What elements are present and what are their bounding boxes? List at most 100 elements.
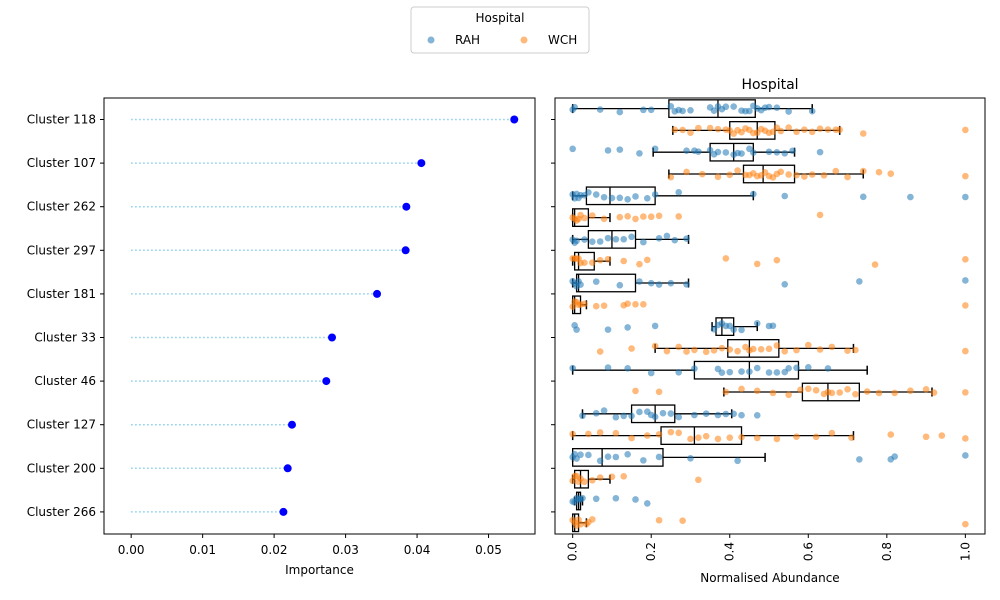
x-tick-label: 0.02 [261, 543, 288, 557]
data-point [579, 412, 586, 420]
points-cluster-33-rah [571, 320, 777, 334]
data-point [643, 256, 651, 264]
data-point [604, 234, 612, 242]
data-point [765, 148, 773, 156]
data-point [651, 413, 659, 421]
data-point [651, 322, 659, 330]
data-point [675, 413, 682, 421]
data-point [824, 365, 832, 372]
lollipop-cluster-297 [131, 246, 410, 255]
data-point [863, 388, 871, 395]
data-point [785, 108, 792, 115]
data-point [604, 453, 612, 461]
data-point [828, 343, 836, 351]
data-point [781, 280, 789, 288]
data-point [596, 429, 604, 436]
importance-axes-frame [103, 97, 536, 535]
data-point [793, 171, 800, 179]
data-point [675, 343, 682, 351]
data-point [738, 368, 745, 375]
data-point [581, 259, 588, 266]
data-point [738, 411, 745, 419]
data-point [962, 302, 969, 309]
data-point [651, 342, 659, 350]
data-point [785, 124, 792, 131]
y-tick-label: Cluster 200 [27, 461, 96, 475]
legend: Hospital RAH WCH [410, 6, 590, 54]
data-point [604, 147, 612, 154]
data-point [824, 126, 832, 133]
data-point [738, 433, 745, 441]
data-point [632, 215, 639, 223]
data-point [651, 145, 659, 153]
data-point [938, 432, 946, 439]
data-point [734, 167, 741, 174]
points-cluster-297-wch [569, 255, 969, 268]
data-point [640, 213, 647, 220]
data-point [640, 457, 647, 464]
data-point [628, 434, 635, 442]
data-point [793, 433, 800, 440]
abundance-chart: Hospital 0.0 0.2 0.4 0.6 0.8 1.0 Normalised A… [551, 77, 986, 585]
data-point [640, 238, 647, 246]
data-point [726, 368, 734, 376]
data-point [722, 410, 730, 418]
data-point [569, 145, 576, 153]
points-cluster-107-wch [667, 167, 969, 181]
data-point [640, 106, 647, 114]
data-point [616, 146, 624, 153]
data-point [585, 430, 592, 438]
importance-x-ticks: 0.00 0.01 0.02 0.03 0.04 0.05 [118, 534, 502, 557]
data-point [738, 326, 745, 334]
points-cluster-200-rah [569, 450, 969, 465]
data-point [667, 103, 675, 110]
data-point [640, 301, 647, 308]
data-point [663, 347, 671, 355]
data-point [785, 364, 792, 372]
data-point [962, 193, 969, 201]
data-point [675, 429, 682, 437]
lollipop-marker [510, 115, 519, 124]
y-tick-label: Cluster 118 [27, 113, 96, 127]
data-point [616, 213, 624, 221]
data-point [789, 147, 796, 155]
lollipop-marker [373, 289, 382, 298]
legend-label-rah: RAH [455, 33, 480, 47]
points-cluster-266-wch [569, 516, 969, 530]
data-point [679, 517, 686, 524]
data-point [785, 171, 792, 178]
data-point [871, 261, 879, 268]
data-point [577, 281, 584, 288]
lollipop-cluster-262 [131, 202, 411, 211]
data-point [604, 364, 612, 371]
points-cluster-46-wch [632, 385, 969, 399]
data-point [773, 435, 781, 443]
data-point [589, 212, 596, 219]
data-point [691, 346, 698, 354]
data-point [730, 103, 737, 110]
data-point [738, 385, 745, 393]
data-point [671, 236, 679, 244]
data-point [726, 346, 734, 353]
data-point [836, 126, 844, 134]
data-point [655, 235, 663, 242]
data-point [746, 368, 753, 375]
data-point [753, 412, 761, 419]
data-point [773, 256, 781, 264]
data-point [962, 452, 969, 459]
data-point [750, 149, 757, 156]
data-point [604, 255, 612, 263]
data-point [632, 387, 639, 395]
legend-title: Hospital [476, 11, 525, 25]
data-point [962, 389, 969, 396]
data-point [695, 148, 702, 155]
data-point [647, 106, 655, 114]
data-point [663, 232, 671, 240]
data-point [812, 433, 820, 441]
legend-marker-wch [520, 36, 528, 44]
data-point [812, 386, 820, 394]
data-point [808, 128, 816, 136]
x-tick-label: 0.03 [332, 543, 359, 557]
points-cluster-200-wch [569, 472, 702, 486]
data-point [816, 211, 824, 219]
